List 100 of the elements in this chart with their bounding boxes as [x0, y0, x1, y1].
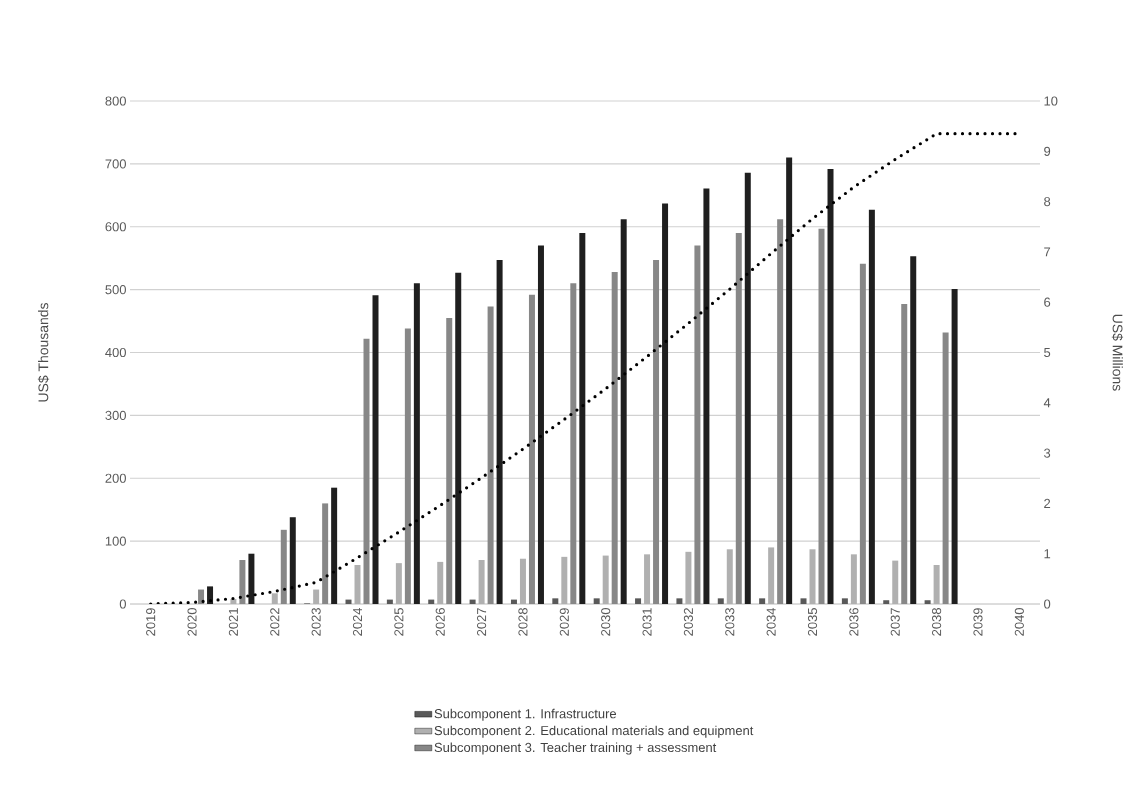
x-tick-label: 2033 [725, 608, 735, 636]
bar [207, 586, 214, 604]
bar [841, 598, 848, 604]
legend-label: Subcomponent 2. Educational materials and equipment [434, 725, 754, 738]
bar [644, 554, 651, 604]
bar [280, 529, 287, 604]
legend-label: Subcomponent 3. Teacher training + assessment [434, 742, 717, 755]
bar [717, 598, 724, 604]
bar [744, 172, 751, 604]
legend-label: Subcomponent 1. Infrastructure [434, 708, 617, 721]
bar [345, 599, 352, 604]
bar [694, 245, 701, 604]
y-tick-label: 0 [119, 599, 126, 609]
bar [901, 304, 908, 604]
y2-tick-label: 2 [1044, 498, 1051, 508]
bar [413, 283, 420, 604]
x-tick-label: 2039 [973, 608, 983, 636]
y2-tick-label: 4 [1043, 398, 1051, 408]
bar [910, 256, 917, 604]
y-tick-label: 800 [105, 96, 126, 106]
y-tick-label: 400 [105, 347, 126, 358]
bar [800, 598, 807, 604]
x-tick-label: 2029 [559, 608, 569, 636]
x-tick-label: 2020 [187, 608, 197, 636]
bar [395, 563, 402, 604]
bar [331, 487, 338, 604]
y-tick-label: 300 [105, 410, 126, 420]
bar [322, 503, 329, 604]
x-tick-label: 2028 [518, 608, 528, 636]
x-tick-label: 2022 [270, 608, 280, 636]
y2-tick-label: 1 [1044, 549, 1051, 559]
y-tick-label: 200 [105, 473, 126, 483]
bar [883, 600, 890, 604]
x-tick-label: 2021 [228, 608, 238, 636]
x-tick-label: 2037 [890, 608, 900, 636]
bar [653, 260, 660, 604]
y2-axis-title: US$ Millions [1111, 314, 1124, 391]
y2-tick-label: 6 [1044, 297, 1051, 307]
bar [363, 338, 370, 604]
bar [726, 549, 733, 604]
bar [662, 203, 669, 604]
x-tick-label: 2030 [601, 608, 611, 636]
bar [685, 551, 692, 604]
bar [561, 556, 568, 604]
bar [519, 558, 526, 604]
bar [951, 289, 958, 604]
bar [818, 228, 825, 604]
y2-tick-label: 7 [1044, 247, 1051, 257]
x-tick-label: 2034 [766, 607, 776, 636]
bar [271, 593, 278, 604]
x-tick-label: 2019 [146, 608, 156, 636]
bar [230, 598, 237, 604]
y-tick-label: 600 [105, 222, 126, 232]
x-tick-label: 2031 [642, 608, 652, 636]
y-tick-label: 100 [105, 536, 126, 546]
bar [611, 272, 618, 604]
bar [620, 219, 627, 604]
bar [510, 599, 517, 604]
x-tick-label: 2036 [849, 608, 859, 636]
bar [703, 188, 710, 604]
bar [809, 549, 816, 604]
bar [239, 559, 246, 604]
bar [868, 209, 875, 604]
bar [428, 599, 435, 604]
bar [404, 328, 411, 604]
bar [759, 598, 766, 604]
bar [313, 589, 320, 604]
bar [570, 283, 577, 604]
x-tick-label: 2038 [932, 608, 942, 636]
bar [198, 589, 205, 604]
bar [528, 294, 535, 604]
bar [386, 599, 393, 604]
bar [786, 157, 793, 604]
bar [933, 565, 940, 604]
bar [593, 598, 600, 604]
x-tick-label: 2040 [1014, 608, 1024, 636]
bar [942, 332, 949, 604]
x-tick-label: 2032 [683, 608, 693, 636]
bar [487, 306, 494, 604]
y2-tick-label: 0 [1044, 599, 1051, 609]
bar [777, 219, 784, 604]
x-tick-label: 2027 [477, 608, 487, 636]
y2-tick-label: 3 [1044, 448, 1051, 458]
bar [289, 517, 296, 604]
bar [676, 598, 683, 604]
bar [437, 561, 444, 604]
y2-tick-label: 10 [1044, 96, 1058, 106]
bar [537, 245, 544, 604]
bar [924, 600, 931, 604]
bar [635, 598, 642, 604]
bar [496, 260, 503, 604]
bar [859, 263, 866, 604]
y2-tick-label: 8 [1044, 197, 1051, 207]
bar [455, 272, 462, 604]
bar [446, 317, 453, 604]
bar [602, 555, 609, 604]
y2-tick-label: 5 [1044, 347, 1051, 358]
y2-tick-label: 9 [1044, 146, 1051, 156]
bar [552, 598, 559, 604]
bar [372, 295, 379, 604]
